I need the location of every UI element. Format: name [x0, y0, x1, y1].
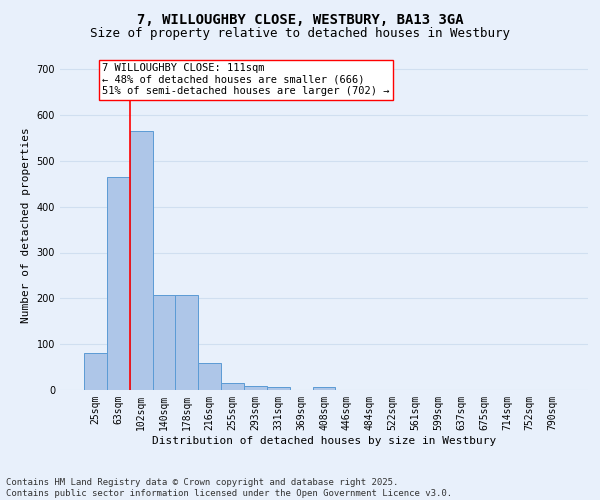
Bar [84, 354, 107, 390]
Text: Contains HM Land Registry data © Crown copyright and database right 2025.
Contai: Contains HM Land Registry data © Crown c… [6, 478, 452, 498]
Bar [175, 295, 198, 390]
Bar [313, 387, 335, 390]
Bar [198, 364, 221, 390]
Bar [221, 383, 244, 390]
Text: 7, WILLOUGHBY CLOSE, WESTBURY, BA13 3GA: 7, WILLOUGHBY CLOSE, WESTBURY, BA13 3GA [137, 12, 463, 26]
Bar [267, 387, 290, 390]
X-axis label: Distribution of detached houses by size in Westbury: Distribution of detached houses by size … [152, 436, 496, 446]
Bar [152, 295, 175, 390]
Text: 7 WILLOUGHBY CLOSE: 111sqm
← 48% of detached houses are smaller (666)
51% of sem: 7 WILLOUGHBY CLOSE: 111sqm ← 48% of deta… [102, 63, 390, 96]
Text: Size of property relative to detached houses in Westbury: Size of property relative to detached ho… [90, 28, 510, 40]
Bar [244, 386, 267, 390]
Bar [107, 177, 130, 390]
Bar [130, 131, 152, 390]
Y-axis label: Number of detached properties: Number of detached properties [21, 127, 31, 323]
